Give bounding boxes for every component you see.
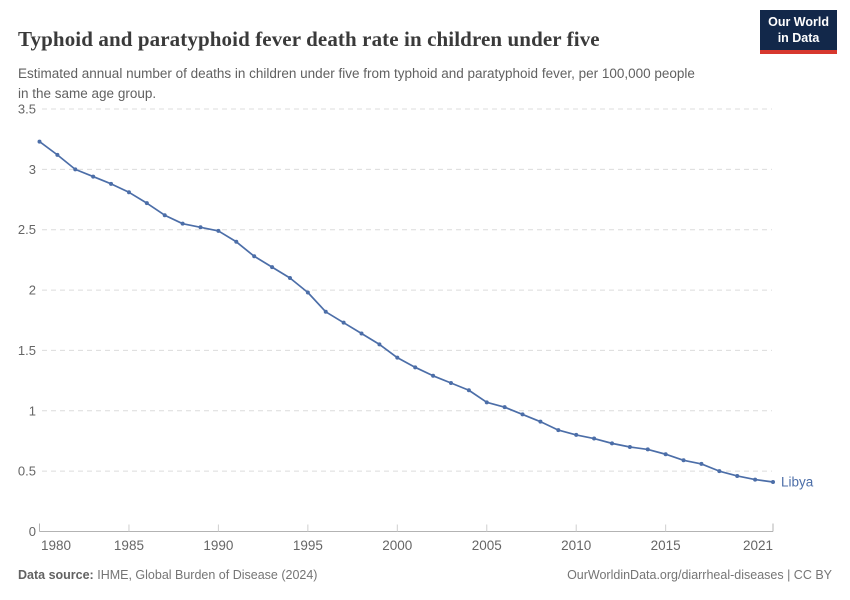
y-tick-label: 3	[29, 162, 36, 177]
data-point[interactable]	[520, 412, 525, 417]
data-point[interactable]	[359, 331, 364, 336]
y-tick-label: 1.5	[18, 343, 36, 358]
data-point[interactable]	[645, 447, 650, 452]
x-tick-label: 1990	[203, 538, 233, 553]
data-point[interactable]	[413, 365, 418, 370]
data-source-label: Data source:	[18, 568, 94, 582]
data-point[interactable]	[377, 342, 382, 347]
data-point[interactable]	[538, 419, 543, 424]
chart-subtitle: Estimated annual number of deaths in chi…	[18, 65, 695, 102]
series-end-label[interactable]: Libya	[781, 475, 814, 490]
owid-url-license[interactable]: OurWorldinData.org/diarrheal-diseases | …	[567, 568, 832, 582]
data-point[interactable]	[341, 320, 346, 325]
data-point[interactable]	[466, 388, 471, 393]
data-point[interactable]	[162, 213, 167, 218]
data-point[interactable]	[699, 461, 704, 466]
data-point[interactable]	[753, 477, 758, 482]
data-point[interactable]	[448, 381, 453, 386]
series-line[interactable]	[38, 140, 774, 483]
y-tick-label: 3.5	[18, 102, 36, 117]
data-point[interactable]	[735, 473, 740, 478]
data-point[interactable]	[771, 480, 775, 485]
y-tick-label: 0	[29, 524, 36, 539]
data-point[interactable]	[234, 239, 239, 244]
data-point[interactable]	[198, 225, 203, 230]
y-tick-label: 1	[29, 403, 36, 418]
data-point[interactable]	[484, 400, 489, 405]
x-tick-label: 2010	[561, 538, 591, 553]
data-point[interactable]	[556, 428, 561, 433]
data-point[interactable]	[144, 201, 149, 206]
data-point[interactable]	[270, 265, 275, 270]
data-point[interactable]	[55, 152, 60, 157]
owid-logo-line1: Our World	[768, 15, 829, 29]
owid-logo-line2: in Data	[777, 30, 820, 45]
data-point[interactable]	[502, 405, 507, 410]
data-point[interactable]	[681, 458, 686, 463]
x-tick-label: 1985	[114, 538, 144, 553]
x-tick-label: 1980	[41, 538, 71, 553]
y-tick-label: 2	[29, 283, 36, 298]
data-point[interactable]	[717, 469, 722, 474]
x-tick-label: 2015	[651, 538, 681, 553]
y-tick-label: 2.5	[18, 222, 36, 237]
data-source-note: Data source: IHME, Global Burden of Dise…	[18, 568, 317, 582]
data-point[interactable]	[91, 174, 96, 179]
data-point[interactable]	[73, 167, 78, 172]
data-point[interactable]	[627, 445, 632, 449]
data-source-text: IHME, Global Burden of Disease (2024)	[97, 568, 318, 582]
data-point[interactable]	[126, 190, 131, 195]
x-tick-label: 2021	[743, 538, 773, 553]
data-point[interactable]	[323, 309, 328, 314]
data-point[interactable]	[109, 181, 114, 186]
owid-logo[interactable]: Our World in Data	[760, 10, 837, 55]
data-point[interactable]	[216, 228, 221, 233]
data-point[interactable]	[592, 436, 597, 441]
data-point[interactable]	[431, 373, 436, 378]
data-point[interactable]	[305, 290, 310, 295]
data-point[interactable]	[252, 254, 257, 259]
data-point[interactable]	[180, 221, 185, 226]
data-point[interactable]	[663, 452, 668, 457]
data-point[interactable]	[574, 432, 579, 437]
x-tick-label: 2005	[472, 538, 502, 553]
x-tick-label: 1995	[293, 538, 323, 553]
data-point[interactable]	[609, 441, 614, 446]
page-title: Typhoid and paratyphoid fever death rate…	[18, 27, 600, 52]
data-point[interactable]	[395, 355, 400, 360]
data-point[interactable]	[37, 139, 42, 144]
y-tick-label: 0.5	[18, 464, 36, 479]
x-tick-label: 2000	[382, 538, 412, 553]
data-point[interactable]	[287, 276, 292, 280]
